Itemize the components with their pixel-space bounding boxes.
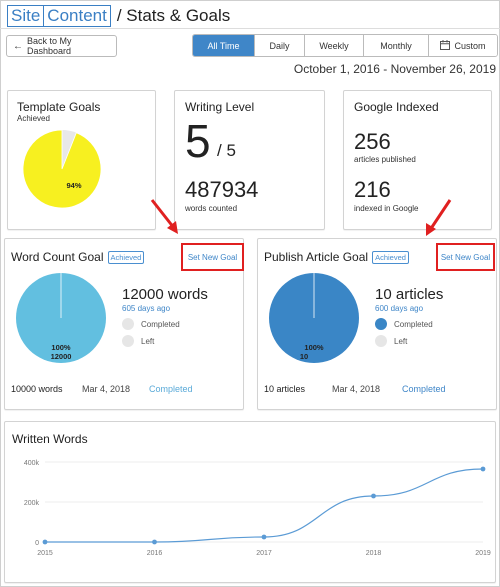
data-point (371, 493, 376, 499)
word-count-goal-header: Word Count Goal Achieved (11, 250, 145, 264)
back-button-label: Back to My Dashboard (27, 36, 72, 56)
writing-level-value: 5 (185, 115, 211, 167)
legend-label-left: Left (141, 336, 155, 346)
template-goals-pie-label: 94% (66, 181, 81, 190)
written-words-chart: 0 200k 400k 2015 2016 2017 2018 2019 (24, 460, 491, 557)
publish-article-goal-title: Publish Article Goal (264, 250, 369, 264)
writing-level-title: Writing Level (185, 100, 255, 114)
legend-swatch-completed (375, 318, 387, 330)
y-tick-label: 200k (24, 500, 40, 507)
publish-article-foot-status[interactable]: Completed (402, 384, 446, 394)
legend-label-left: Left (394, 336, 408, 346)
publish-article-pie: 100% 10 (269, 273, 359, 363)
arrow-left-icon: ← (13, 40, 23, 52)
word-count-pie-label-percent: 100% (51, 343, 71, 352)
publish-article-goal-header: Publish Article Goal Achieved (264, 250, 409, 264)
template-goals-pie: 94% (22, 129, 102, 209)
word-count-foot-words: 10000 words (11, 384, 63, 394)
date-range-text: October 1, 2016 - November 26, 2019 (293, 62, 496, 76)
words-counted-value: 487934 (185, 177, 259, 202)
publish-article-foot-date: Mar 4, 2018 (332, 384, 381, 394)
legend-swatch-left (375, 335, 387, 347)
legend-label-completed: Completed (394, 319, 433, 329)
word-count-legend-completed: Completed (122, 318, 180, 330)
x-tick-label: 2017 (256, 550, 272, 557)
word-count-goal-title: Word Count Goal (11, 250, 104, 264)
range-monthly-button[interactable]: Monthly (363, 35, 428, 56)
words-counted-label: words counted (185, 204, 238, 213)
word-count-achieved-badge: Achieved (107, 250, 145, 264)
data-point (261, 534, 267, 540)
template-goals-status: Achieved (17, 114, 50, 123)
written-words-card: Written Words 0 200k 400k 2015 2016 2017 2018 2… (4, 421, 496, 583)
back-to-dashboard-button[interactable]: ← Back to My Dashboard (6, 35, 117, 57)
publish-article-foot-articles: 10 articles (264, 384, 306, 394)
y-tick-label: 400k (24, 460, 40, 467)
series-line (45, 468, 484, 543)
word-count-pie: 100% 12000 (16, 273, 106, 363)
articles-published-label: articles published (354, 155, 416, 164)
page-title: / Stats & Goals (116, 6, 231, 25)
x-tick-label: 2018 (366, 550, 382, 557)
template-goals-card: Template Goals Achieved 94% (7, 90, 156, 230)
publish-article-pie-label-value: 10 (300, 352, 308, 361)
articles-published-value: 256 (354, 129, 391, 154)
range-custom-button[interactable]: Custom (428, 35, 497, 56)
publish-article-set-new-goal-button[interactable]: Set New Goal (436, 243, 495, 271)
x-tick-label: 2019 (475, 550, 491, 557)
publish-article-ago: 600 days ago (375, 304, 424, 313)
app-brand: Site Content / Stats & Goals (7, 4, 230, 28)
range-daily-button[interactable]: Daily (254, 35, 304, 56)
legend-swatch-left (122, 335, 134, 347)
data-point (42, 539, 48, 545)
brand-content: Content (44, 5, 111, 27)
pointer-arrow-right (426, 199, 452, 236)
header-divider (0, 28, 500, 29)
word-count-ago: 605 days ago (122, 304, 171, 313)
x-tick-label: 2015 (37, 550, 53, 557)
data-point (152, 539, 157, 545)
calendar-icon (440, 39, 451, 52)
y-tick-label: 0 (35, 540, 39, 547)
word-count-target: 12000 words (122, 286, 208, 303)
pointer-arrow-left (150, 199, 178, 234)
word-count-pie-label-value: 12000 (51, 352, 72, 361)
written-words-title: Written Words (12, 432, 88, 446)
publish-article-achieved-badge: Achieved (372, 250, 409, 264)
range-custom-label: Custom (454, 40, 486, 51)
writing-level-card: Writing Level 5 / 5 487934 words counted (174, 90, 325, 230)
google-indexed-title: Google Indexed (354, 100, 439, 114)
publish-article-target: 10 articles (375, 286, 444, 303)
writing-level-max: / 5 (217, 141, 236, 160)
template-goals-pie-filled (22, 129, 102, 209)
publish-article-legend-left: Left (375, 335, 407, 347)
template-goals-title: Template Goals (17, 100, 101, 114)
publish-article-pie-label-percent: 100% (304, 343, 324, 352)
word-count-goal-card: Word Count Goal Achieved Set New Goal 10… (4, 238, 244, 410)
word-count-foot-status[interactable]: Completed (149, 384, 193, 394)
publish-article-legend-completed: Completed (375, 318, 433, 330)
indexed-value: 216 (354, 177, 391, 202)
indexed-label: indexed in Google (354, 204, 419, 213)
x-tick-label: 2016 (147, 550, 163, 557)
word-count-foot-date: Mar 4, 2018 (82, 384, 131, 394)
google-indexed-card: Google Indexed 256 articles published 21… (343, 90, 492, 230)
data-point (480, 466, 486, 472)
range-selector: All Time Daily Weekly Monthly Custom (192, 34, 498, 57)
range-weekly-button[interactable]: Weekly (304, 35, 363, 56)
publish-article-goal-card: Publish Article Goal Achieved Set New Go… (257, 238, 497, 410)
word-count-set-new-goal-button[interactable]: Set New Goal (181, 243, 244, 271)
legend-swatch-completed (122, 318, 134, 330)
word-count-legend-left: Left (122, 335, 154, 347)
brand-site: Site (7, 5, 45, 27)
range-all-time-button[interactable]: All Time (193, 35, 254, 56)
legend-label-completed: Completed (141, 319, 180, 329)
